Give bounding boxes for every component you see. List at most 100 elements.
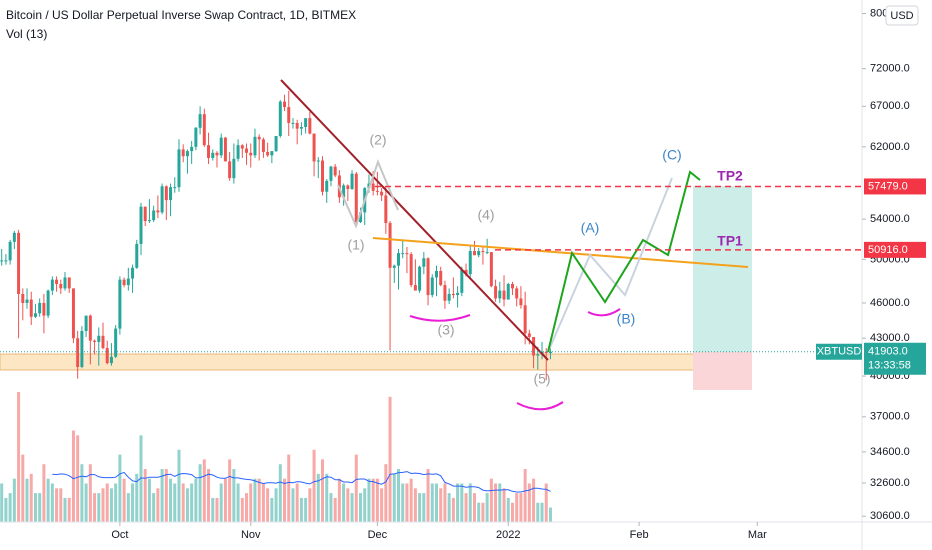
candle-body [126,278,130,286]
volume-bar [135,473,139,522]
volume-bar [489,478,493,522]
candle-body [21,293,25,303]
volume-ma [52,471,551,493]
volume-bar [266,488,270,522]
candle-body [198,114,202,128]
y-tick-label: 72000.0 [870,63,910,75]
volume-bar [515,493,519,522]
candle-body [422,258,426,267]
candle-body [173,187,177,189]
currency-button[interactable] [885,5,919,26]
candle-body [202,114,206,146]
candle-body [139,206,143,244]
volume-bar [371,478,375,522]
volume-bar [312,449,316,522]
wave-label: (4) [477,207,494,223]
chart-title: Bitcoin / US Dollar Perpetual Inverse Sw… [6,8,356,22]
volume-bar [84,483,88,522]
candle-body [380,191,384,196]
candle-body [185,151,189,157]
volume-bar [198,464,202,522]
profit-zone [693,186,752,352]
target-label: TP1 [717,233,743,249]
volume-bar [190,483,194,522]
volume-bar [228,459,232,522]
candle-body [8,241,12,261]
candle-body [359,212,363,223]
candle-body [413,285,417,291]
volume-bar [287,454,291,522]
candle-body [274,136,278,152]
volume-bar [396,469,400,522]
candle-body [375,190,379,192]
volume-bar [55,488,59,522]
candle-body [76,338,80,367]
volume-bar [439,488,443,522]
volume-bar [164,469,168,522]
volume-bar [472,493,476,522]
projection-path [547,177,673,353]
volume-bar [257,478,261,522]
volume-bar [274,488,278,522]
candle-body [207,145,211,158]
volume-bar [384,464,388,522]
candle-body [506,283,510,300]
candle-body [152,210,156,221]
volume-bar [261,483,265,522]
projection-path [547,170,701,353]
candle-body [548,351,552,354]
candle-body [485,252,489,254]
candle-body [439,270,443,286]
candle-body [472,251,476,256]
volume-bar [25,478,29,522]
candle-body [388,222,392,268]
volume-bar [304,497,308,522]
candle-body [194,127,198,147]
volume-bar [223,478,227,522]
volume-bar [367,478,371,522]
volume-bar [114,483,118,522]
candle-body [392,265,396,268]
candle-body [405,253,409,255]
volume-bar [321,459,325,522]
volume-bar [118,454,122,522]
candle-body [160,186,164,213]
symbol-tag [816,343,862,360]
volume-bar [523,469,527,522]
candle-body [131,267,135,279]
candle-body [249,152,253,156]
volume-pane [0,392,552,522]
currency-label[interactable]: USD [890,10,913,22]
volume-bar [375,478,379,522]
volume-bar [498,483,502,522]
volume-bar [430,483,434,522]
x-tick-label: Dec [368,529,388,541]
candle-body [109,356,113,364]
candle-body [42,302,46,316]
wave-label: (B) [617,311,636,327]
volume-bar [93,493,97,522]
volume-bar [236,483,240,522]
volume-bar [8,493,12,522]
candle-body [409,254,413,286]
candle-body [169,187,173,201]
volume-bar [131,483,135,522]
y-tick-label: 62000.0 [870,141,910,153]
volume-bar [354,454,358,522]
volume-bar [388,396,392,522]
volume-bar [207,469,211,522]
candle-body [346,185,350,189]
y-tick-label: 30600.0 [870,510,910,522]
candle-body [105,348,109,364]
volume-bar [350,493,354,522]
volume-bar [219,483,223,522]
wave-label: (3) [437,322,454,338]
trend-line [280,79,549,361]
volume-bar [97,493,101,522]
candle-body [59,283,63,289]
candle-body [266,151,270,156]
candle-body [384,195,388,223]
candle-body [67,277,71,289]
volume-bar [63,497,67,522]
